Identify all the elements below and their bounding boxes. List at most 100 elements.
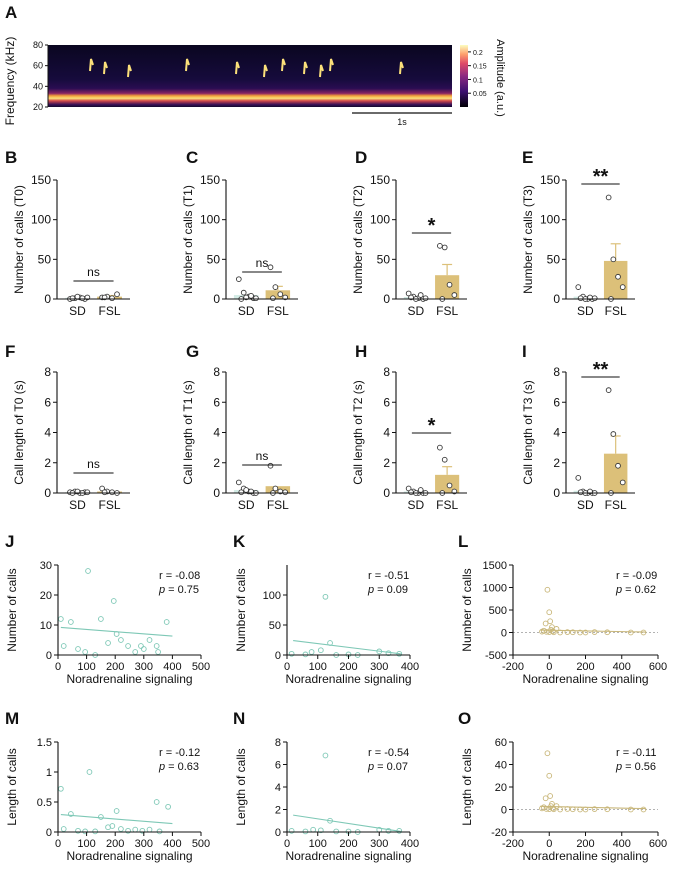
x-tick-label: 600	[649, 661, 667, 673]
category-label-sd: SD	[69, 498, 86, 512]
p-symbol: p	[367, 761, 374, 773]
data-point	[544, 750, 551, 757]
data-point-fsl	[451, 292, 458, 298]
y-tick-label: 1000	[483, 583, 507, 595]
data-point	[627, 806, 634, 813]
panel-letter-l: L	[458, 532, 468, 551]
p-value-line: p = 0.09	[367, 584, 408, 596]
y-axis-label: Number of calls	[460, 568, 474, 651]
p-symbol: p	[615, 584, 622, 596]
call-mark	[281, 58, 286, 72]
y-tick-label: 60	[495, 737, 507, 749]
y-tick-label: 50	[269, 620, 281, 632]
data-point	[85, 568, 91, 574]
y-tick-label: 1500	[483, 560, 507, 572]
y-tick-label: 100	[31, 213, 51, 227]
bar-panel-b: 0 50 100 150 SD FSL Number of calls (T0) ns	[12, 173, 130, 318]
y-tick-label: 0	[501, 805, 507, 817]
data-point	[627, 629, 634, 636]
p-value: = 0.75	[168, 584, 199, 596]
data-point-sd	[74, 293, 81, 300]
y-tick-label: 100	[540, 213, 560, 227]
data-point-fsl	[605, 194, 612, 201]
x-axis-label: Noradrenaline signaling	[285, 849, 411, 863]
data-point	[546, 772, 553, 779]
data-point	[125, 827, 131, 834]
p-value-line: p = 0.63	[158, 761, 199, 773]
data-point-fsl	[610, 256, 617, 263]
x-tick-label: 100	[309, 661, 327, 673]
data-point	[58, 785, 64, 792]
data-point	[564, 629, 571, 635]
x-tick-label: 0	[284, 661, 290, 673]
y-axis-label: Length of calls	[460, 748, 474, 825]
x-tick-label: 400	[401, 838, 419, 850]
data-point-sd	[417, 487, 424, 493]
data-point	[577, 629, 583, 636]
data-point	[640, 806, 647, 813]
data-point-sd	[238, 489, 245, 496]
bar-fsl	[603, 260, 628, 299]
x-axis-label: Noradrenaline signaling	[285, 672, 411, 686]
scale-bar-label: 1s	[397, 117, 407, 127]
y-tick-label: 30	[40, 560, 52, 572]
category-label-fsl: FSL	[605, 304, 627, 318]
data-point	[113, 808, 120, 814]
data-point	[582, 806, 589, 813]
p-value: = 0.09	[377, 584, 408, 596]
category-label-fsl: FSL	[267, 304, 289, 318]
y-tick-label: 8	[383, 365, 390, 379]
y-tick-label: 20	[40, 590, 52, 602]
y-tick-label: 10	[40, 620, 52, 632]
y-tick-label: 2	[275, 805, 281, 817]
call-mark	[127, 64, 132, 78]
p-value-line: p = 0.07	[367, 761, 408, 773]
data-point	[288, 650, 295, 657]
data-point-fsl	[109, 295, 115, 302]
x-axis-label: Noradrenaline signaling	[522, 672, 648, 686]
data-point-fsl	[272, 284, 279, 290]
bar-panel-c: 0 50 100 150 SD FSL Number of calls (T1) ns	[181, 173, 298, 318]
data-point	[68, 619, 74, 625]
data-point	[60, 643, 67, 649]
data-point	[118, 826, 124, 832]
data-point	[288, 828, 295, 834]
panel-letter-n: N	[233, 709, 245, 728]
call-mark	[319, 64, 324, 78]
x-tick-label: 200	[106, 661, 124, 673]
y-tick-label: 2	[213, 456, 220, 470]
data-point	[376, 648, 383, 655]
data-point	[577, 806, 583, 813]
p-symbol: p	[158, 584, 165, 596]
call-mark	[329, 58, 334, 72]
p-symbol: p	[615, 761, 622, 773]
data-point	[317, 827, 324, 834]
y-tick-label: 8	[275, 737, 281, 749]
significance-label: **	[593, 166, 609, 188]
y-axis-label: Call length of T0 (s)	[12, 380, 26, 485]
y-tick-label: -20	[491, 827, 507, 839]
y-tick-label: 40	[33, 81, 43, 91]
p-symbol: p	[158, 761, 165, 773]
data-point-sd	[575, 284, 582, 290]
p-value: = 0.07	[377, 761, 408, 773]
data-point	[146, 637, 153, 643]
data-point	[163, 619, 170, 625]
data-point-fsl	[619, 479, 626, 486]
data-point	[557, 806, 563, 813]
p-symbol: p	[367, 584, 374, 596]
x-tick-label: 300	[370, 838, 388, 850]
y-tick-label: 150	[370, 173, 390, 187]
data-point-fsl	[267, 264, 274, 271]
y-tick-label: 40	[495, 760, 507, 772]
data-point	[385, 650, 392, 657]
y-axis-label: Length of calls	[234, 748, 248, 825]
y-tick-label: -500	[485, 650, 507, 662]
data-point	[110, 598, 117, 604]
significance-label: ns	[256, 449, 269, 463]
x-tick-label: 0	[55, 838, 61, 850]
data-point-fsl	[605, 387, 612, 394]
y-tick-label: 4	[383, 426, 390, 440]
